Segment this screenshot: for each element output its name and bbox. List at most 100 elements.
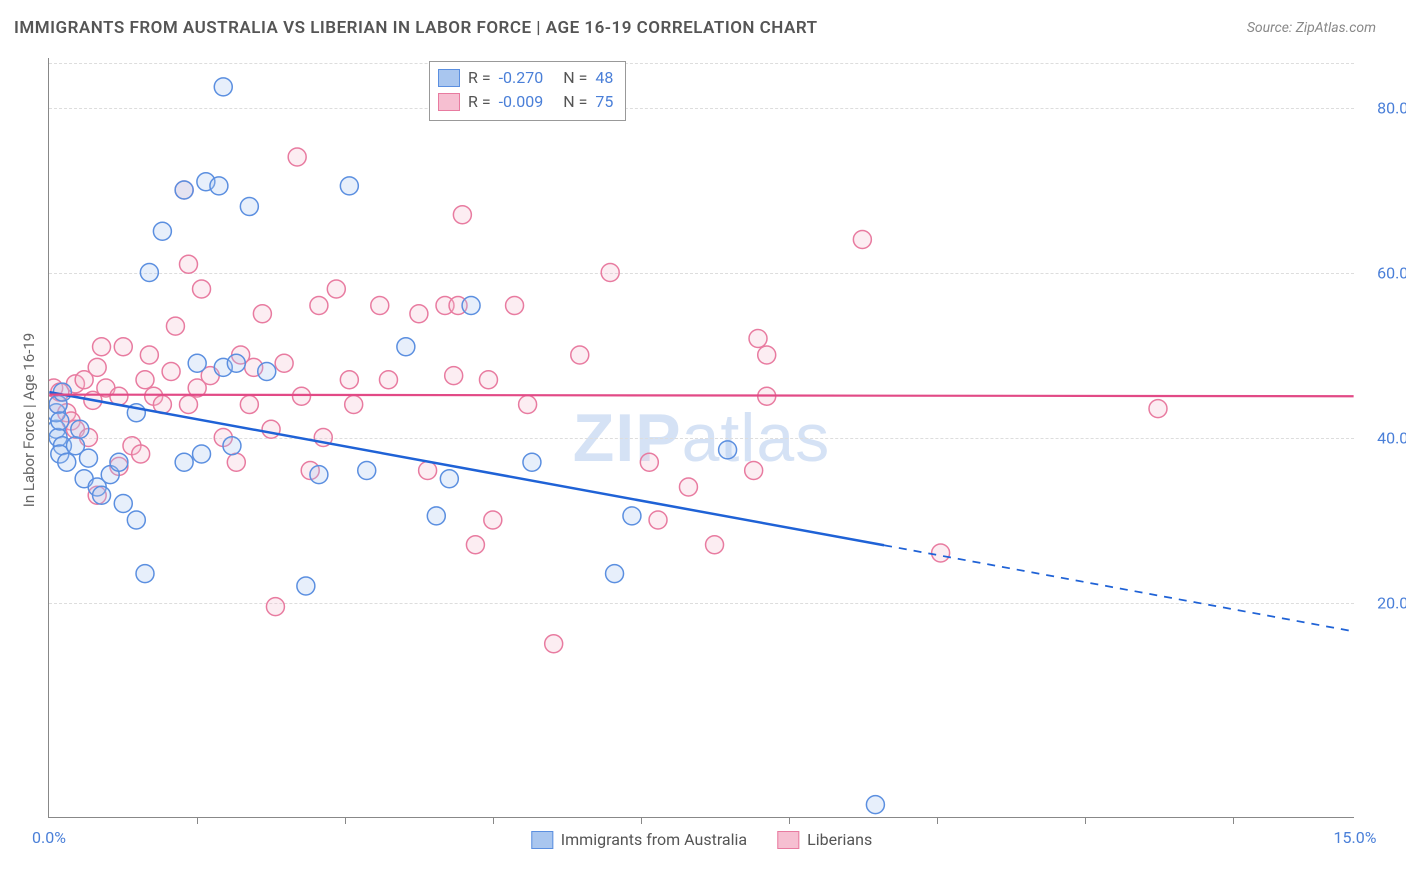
scatter-point (623, 507, 641, 525)
scatter-point (49, 420, 65, 438)
chart-title: IMMIGRANTS FROM AUSTRALIA VS LIBERIAN IN… (14, 18, 818, 38)
scatter-point (427, 507, 445, 525)
scatter-point (166, 317, 184, 335)
scatter-point (240, 396, 258, 414)
scatter-point (66, 420, 84, 438)
scatter-point (201, 367, 219, 385)
gridline-h (49, 273, 1354, 274)
scatter-point (466, 536, 484, 554)
x-tick-label: 15.0% (1334, 828, 1377, 847)
scatter-point (179, 255, 197, 273)
x-tick (197, 817, 198, 824)
scatter-point (571, 346, 589, 364)
scatter-point (453, 206, 471, 224)
scatter-point (88, 486, 106, 504)
scatter-point (49, 379, 63, 397)
scatter-point (649, 511, 667, 529)
scatter-point (110, 387, 128, 405)
scatter-point (153, 396, 171, 414)
scatter-point (110, 457, 128, 475)
source-name: ZipAtlas.com (1296, 20, 1376, 36)
stats-n-label: N = (563, 90, 587, 114)
scatter-point (71, 420, 89, 438)
scatter-point (88, 478, 106, 496)
scatter-point (227, 354, 245, 372)
trendline-solid (49, 395, 1353, 397)
scatter-point (258, 363, 276, 381)
scatter-point (51, 412, 69, 430)
scatter-point (745, 462, 763, 480)
scatter-point (449, 297, 467, 315)
y-tick-label: 60.0% (1377, 263, 1406, 282)
legend-swatch-0 (531, 831, 553, 849)
gridline-h (49, 438, 1354, 439)
legend-swatch-1 (777, 831, 799, 849)
scatter-point (114, 495, 132, 513)
scatter-point (266, 598, 284, 616)
scatter-point (49, 404, 65, 422)
scatter-point (749, 330, 767, 348)
scatter-point (436, 297, 454, 315)
scatter-point (340, 371, 358, 389)
scatter-point (75, 470, 93, 488)
scatter-point (49, 396, 67, 414)
x-tick (1233, 817, 1234, 824)
chart-container: IMMIGRANTS FROM AUSTRALIA VS LIBERIAN IN… (0, 0, 1406, 892)
scatter-point (245, 358, 263, 376)
scatter-point (866, 796, 884, 814)
y-tick-label: 80.0% (1377, 98, 1406, 117)
scatter-point (49, 396, 67, 414)
scatter-point (145, 387, 163, 405)
scatter-point (175, 453, 193, 471)
scatter-point (640, 453, 658, 471)
stats-r-label: R = (468, 90, 491, 114)
scatter-point (162, 363, 180, 381)
scatter-point (79, 449, 97, 467)
scatter-point (127, 511, 145, 529)
plot-area: ZIPatlas 20.0%40.0%60.0%80.0%0.0%15.0% R… (48, 58, 1354, 818)
scatter-point (58, 404, 76, 422)
scatter-point (179, 396, 197, 414)
scatter-point (310, 297, 328, 315)
gridline-h (49, 108, 1354, 109)
scatter-point (153, 222, 171, 240)
scatter-point (484, 511, 502, 529)
scatter-point (197, 173, 215, 191)
scatter-point (51, 445, 69, 463)
stats-row-series-0: R = -0.270 N = 48 (438, 66, 613, 90)
scatter-point (175, 181, 193, 199)
y-tick-label: 20.0% (1377, 594, 1406, 613)
scatter-point (66, 437, 84, 455)
scatter-point (410, 305, 428, 323)
x-tick (789, 817, 790, 824)
scatter-point (93, 486, 111, 504)
stats-n-label: N = (563, 66, 587, 90)
scatter-point (175, 181, 193, 199)
scatter-point (136, 565, 154, 583)
scatter-point (519, 396, 537, 414)
scatter-point (193, 445, 211, 463)
x-tick (345, 817, 346, 824)
scatter-point (193, 280, 211, 298)
scatter-point (262, 420, 280, 438)
scatter-point (51, 383, 69, 401)
trendline-dashed (884, 545, 1354, 631)
scatter-point (127, 404, 145, 422)
x-tick (937, 817, 938, 824)
scatter-point (340, 177, 358, 195)
scatter-point (136, 371, 154, 389)
scatter-point (506, 297, 524, 315)
scatter-point (440, 470, 458, 488)
stats-r-label: R = (468, 66, 491, 90)
scatter-point (88, 358, 106, 376)
scatter-point (706, 536, 724, 554)
scatter-point (58, 453, 76, 471)
x-tick (641, 817, 642, 824)
scatter-point (188, 354, 206, 372)
legend-label-0: Immigrants from Australia (561, 830, 747, 849)
x-tick-label: 0.0% (32, 828, 66, 847)
scatter-point (253, 305, 271, 323)
scatter-point (123, 437, 141, 455)
scatter-point (479, 371, 497, 389)
scatter-point (132, 445, 150, 463)
